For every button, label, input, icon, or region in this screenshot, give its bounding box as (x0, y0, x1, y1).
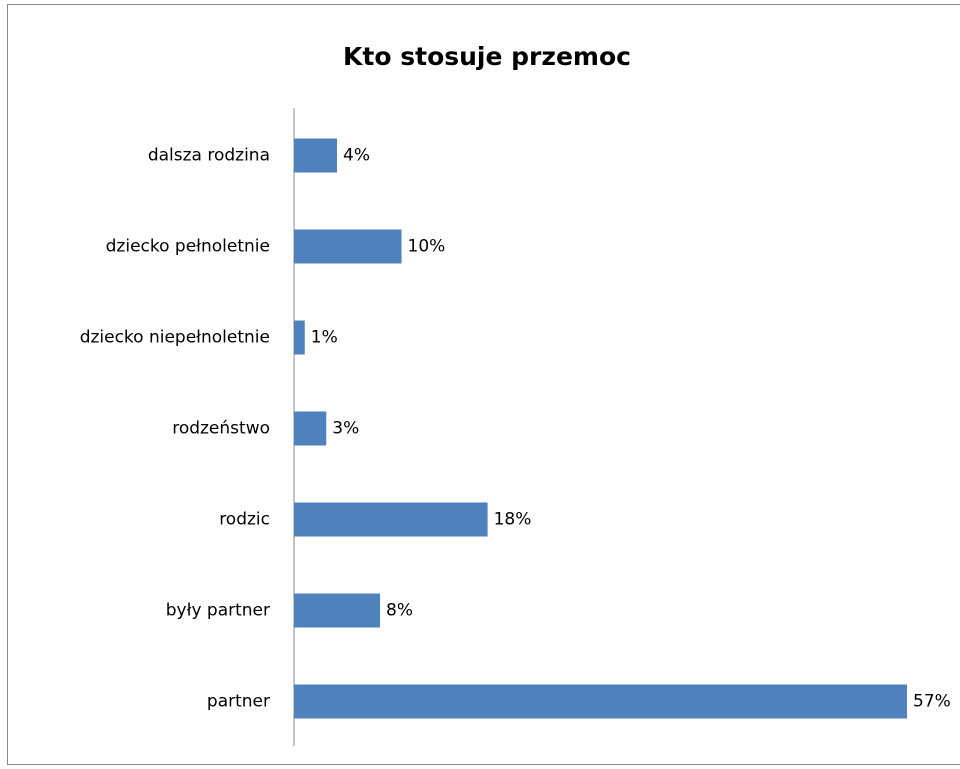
bar (294, 411, 327, 446)
data-label: 4% (343, 146, 370, 166)
data-label: 8% (386, 601, 413, 621)
data-label: 3% (332, 419, 359, 439)
y-tick-label: dziecko niepełnoletnie (80, 328, 270, 348)
y-tick-label: rodzic (219, 510, 270, 530)
data-label: 10% (408, 237, 446, 257)
data-label: 18% (494, 510, 532, 530)
bar (294, 229, 402, 264)
y-tick-label: były partner (166, 601, 270, 621)
chart-title: Kto stosuje przemoc (343, 42, 631, 71)
y-tick-label: dziecko pełnoletnie (106, 237, 270, 257)
data-label: 1% (311, 328, 338, 348)
y-tick-label: rodzeństwo (172, 419, 270, 439)
bar (294, 502, 488, 537)
chart-frame (7, 4, 960, 765)
data-label: 57% (913, 692, 951, 712)
bar (294, 320, 305, 355)
bar (294, 138, 338, 173)
bar (294, 684, 907, 719)
y-tick-label: partner (207, 692, 270, 712)
y-tick-label: dalsza rodzina (148, 146, 270, 166)
bar (294, 593, 381, 628)
